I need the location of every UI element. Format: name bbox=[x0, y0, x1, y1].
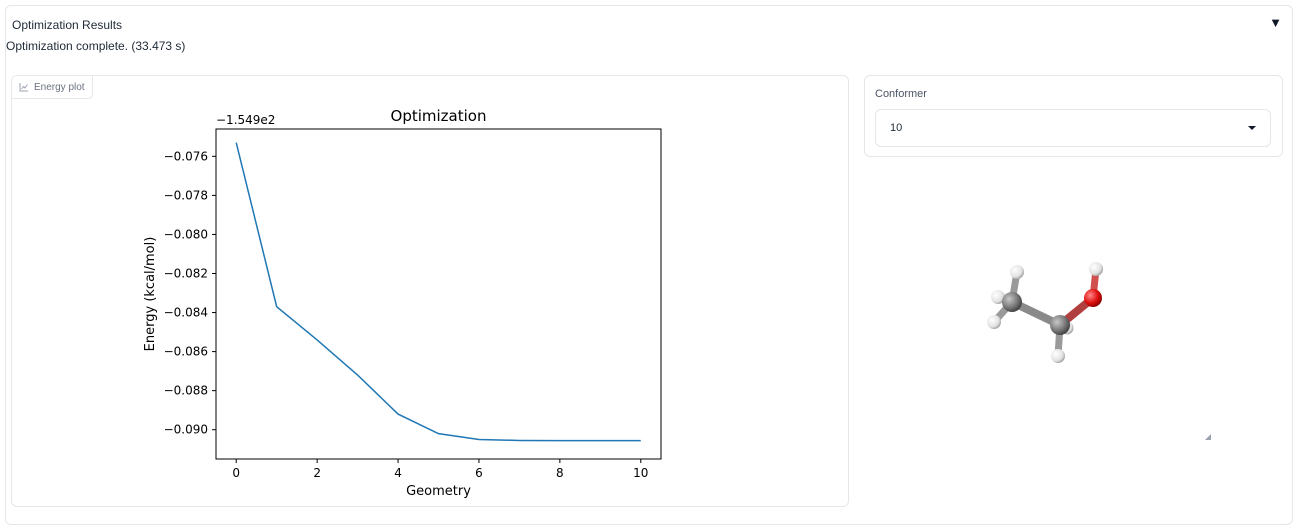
chevron-down-icon[interactable] bbox=[1248, 126, 1256, 130]
carbon-atom bbox=[1050, 315, 1070, 335]
molecule-model[interactable] bbox=[864, 165, 1283, 455]
line-chart-icon bbox=[19, 82, 29, 92]
y-tick-label: −0.078 bbox=[164, 188, 208, 202]
y-offset-label: −1.549e2 bbox=[216, 113, 275, 127]
y-tick-label: −0.082 bbox=[164, 266, 208, 280]
y-tick-label: −0.086 bbox=[164, 345, 208, 359]
plot-label-badge: Energy plot bbox=[12, 76, 93, 99]
resize-handle-icon[interactable] bbox=[1205, 434, 1211, 440]
x-axis-label: Geometry bbox=[406, 484, 471, 499]
conformer-selected-value: 10 bbox=[890, 122, 903, 134]
y-tick-label: −0.076 bbox=[164, 149, 208, 163]
y-tick-label: −0.080 bbox=[164, 227, 208, 241]
hydrogen-atom bbox=[991, 290, 1005, 304]
x-tick-label: 10 bbox=[633, 466, 648, 480]
x-tick-label: 4 bbox=[394, 466, 402, 480]
status-message: Optimization complete. (33.473 s) bbox=[6, 39, 186, 53]
chart-title: Optimization bbox=[391, 107, 487, 125]
hydrogen-atom bbox=[1010, 265, 1024, 279]
y-tick-label: −0.090 bbox=[164, 423, 208, 437]
bonds bbox=[990, 265, 1100, 360]
x-tick-label: 2 bbox=[313, 466, 321, 480]
hydrogen-atom bbox=[1051, 349, 1065, 363]
hydrogen-atom bbox=[987, 315, 1001, 329]
molecule-viewer[interactable] bbox=[864, 165, 1283, 455]
conformer-dropdown[interactable]: 10 bbox=[875, 109, 1271, 147]
x-tick-label: 0 bbox=[232, 466, 240, 480]
triangle-down-icon[interactable]: ▼ bbox=[1269, 15, 1282, 30]
plot-label-text: Energy plot bbox=[34, 81, 85, 93]
y-axis-label: Energy (kcal/mol) bbox=[143, 237, 158, 352]
conformer-label: Conformer bbox=[875, 88, 927, 100]
conformer-panel: Conformer 10 bbox=[864, 75, 1283, 157]
atoms bbox=[987, 262, 1103, 363]
carbon-atom bbox=[1002, 292, 1022, 312]
y-tick-label: −0.088 bbox=[164, 384, 208, 398]
y-tick-label: −0.084 bbox=[164, 306, 208, 320]
energy-plot-panel: 0 2 4 6 8 10 −0.076 −0.078 −0.080 −0.082 −0.084 −0.… bbox=[11, 75, 849, 507]
plot-frame bbox=[215, 128, 662, 460]
energy-chart: 0 2 4 6 8 10 −0.076 −0.078 −0.080 −0.082 −0.084 −0.… bbox=[143, 107, 662, 499]
x-tick-label: 6 bbox=[475, 466, 483, 480]
oxygen-atom bbox=[1084, 289, 1102, 307]
hydrogen-atom bbox=[1089, 262, 1103, 276]
series-line bbox=[235, 142, 641, 442]
x-tick-label: 8 bbox=[556, 466, 564, 480]
accordion-title[interactable]: Optimization Results bbox=[12, 18, 123, 32]
